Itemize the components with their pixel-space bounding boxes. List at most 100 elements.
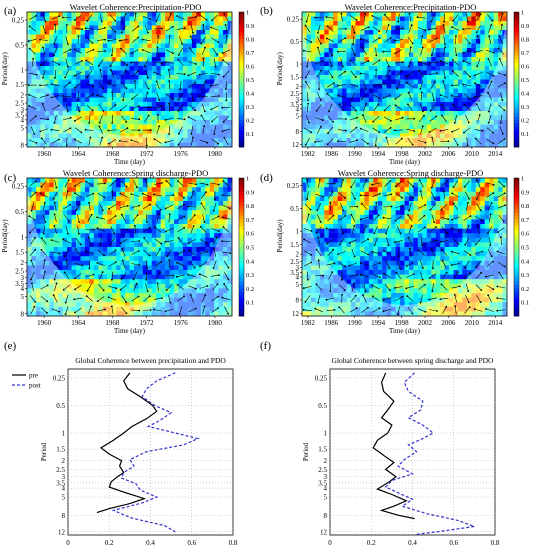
coherence-cell (151, 228, 157, 234)
phase-arrow-head (317, 31, 319, 34)
coherence-cell (355, 52, 361, 58)
coherence-cell (444, 115, 450, 121)
coherence-cell (93, 233, 99, 239)
coherence-cell (160, 288, 166, 294)
coherence-cell (502, 34, 507, 40)
coherence-cell (373, 25, 379, 31)
coherence-cell (156, 196, 162, 202)
coherence-cell (364, 61, 370, 67)
coherence-cell (337, 115, 343, 121)
phase-arrow (63, 49, 71, 54)
coherence-cell (174, 70, 180, 76)
coherence-cell (319, 120, 325, 125)
phase-arrow (120, 104, 127, 111)
coherence-cell (302, 30, 307, 35)
coherence-cell (227, 57, 232, 62)
coherence-cell (169, 219, 175, 225)
coherence-cell (129, 283, 135, 289)
phase-arrow (74, 60, 83, 65)
phase-arrow-head (126, 127, 129, 130)
coherence-cell (49, 133, 55, 139)
coherence-cell (67, 129, 73, 134)
coherence-cell (107, 228, 113, 234)
coherence-cell (53, 293, 59, 299)
coherence-cell (400, 52, 405, 58)
coherence-cell (413, 43, 419, 49)
coherence-cell (44, 88, 50, 94)
coherence-cell (373, 16, 379, 22)
phase-arrow-head (331, 54, 333, 56)
coherence-cell (182, 75, 188, 80)
phase-arrow-head (210, 108, 213, 111)
coherence-cell (31, 120, 37, 125)
coherence-cell (44, 16, 50, 22)
coherence-cell (160, 242, 166, 248)
phase-arrow (431, 137, 435, 146)
coherence-cell (133, 79, 139, 85)
phase-arrow-head (177, 98, 180, 101)
coherence-cell (44, 265, 50, 271)
coherence-cell (142, 12, 148, 17)
coherence-cell (386, 34, 392, 40)
coherence-cell (76, 279, 81, 285)
coherence-cell (223, 219, 229, 225)
coherence-cell (426, 52, 432, 58)
coherence-cell (187, 205, 193, 211)
phase-arrow (464, 36, 470, 44)
coherence-cell (138, 214, 144, 220)
coherence-cell (377, 48, 383, 53)
coherence-cell (209, 12, 215, 17)
coherence-cell (98, 43, 104, 49)
phase-arrow-head (439, 60, 442, 63)
coherence-cell (156, 265, 162, 271)
coherence-cell (84, 21, 90, 26)
coherence-cell (120, 251, 126, 257)
coherence-cell (98, 265, 104, 271)
phase-arrow-head (308, 121, 310, 124)
coherence-cell (449, 120, 455, 125)
phase-arrow-head (101, 136, 104, 139)
coherence-cell (395, 39, 401, 44)
coherence-cell (196, 233, 202, 239)
coherence-cell (205, 251, 211, 257)
coherence-cell (102, 205, 108, 211)
coherence-cell (475, 106, 481, 112)
coherence-cell (227, 288, 232, 294)
coherence-cell (489, 34, 495, 40)
phase-arrow (202, 126, 205, 135)
phase-arrow (360, 27, 369, 31)
coherence-cell (98, 201, 104, 207)
coherence-cell (426, 75, 432, 80)
coherence-cell (493, 25, 499, 31)
coherence-cell (214, 288, 220, 294)
phase-arrow-head (188, 47, 191, 49)
coherence-cell (120, 260, 126, 266)
coherence-cell (205, 93, 211, 98)
colorbar-segment (514, 140, 519, 145)
coherence-cell (417, 97, 423, 103)
coherence-cell (53, 79, 59, 85)
coherence-cell (466, 70, 472, 76)
coherence-cell (98, 237, 104, 243)
coherence-cell (151, 120, 157, 125)
coherence-cell (89, 93, 95, 98)
coherence-cell (40, 120, 46, 125)
coherence-cell (337, 25, 343, 31)
coherence-cell (480, 25, 486, 31)
coherence-cell (93, 228, 99, 234)
coherence-cell (377, 21, 383, 26)
coherence-cell (440, 25, 446, 31)
coherence-cell (346, 57, 352, 62)
coherence-cell (93, 75, 99, 80)
coherence-cell (147, 142, 153, 147)
coherence-cell (120, 84, 126, 89)
coherence-cell (125, 57, 130, 62)
coherence-cell (364, 39, 370, 44)
coherence-cell (40, 187, 46, 193)
coherence-cell (174, 88, 180, 94)
coherence-cell (498, 84, 504, 89)
coherence-cell (209, 48, 215, 53)
coherence-cell (373, 102, 379, 107)
coherence-cell (53, 84, 59, 89)
coherence-cell (191, 205, 197, 211)
